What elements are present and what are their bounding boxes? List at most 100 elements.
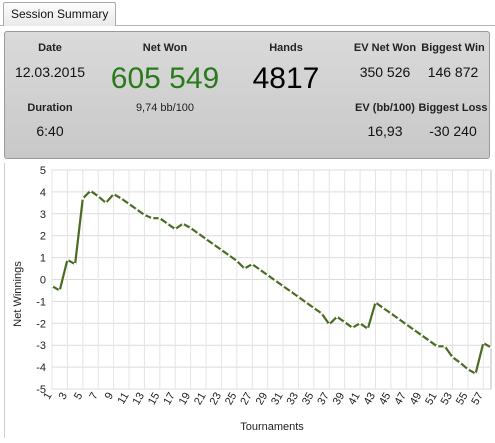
x-tick-label: 15 (146, 391, 163, 408)
x-tick-label: 25 (223, 391, 240, 408)
x-tick-label: 35 (300, 391, 317, 408)
duration-label: Duration (27, 102, 73, 114)
y-tick-label: -5 (36, 384, 46, 396)
data-point (81, 197, 85, 200)
data-point (274, 279, 277, 282)
data-point (220, 248, 223, 252)
x-tick-label: 53 (439, 391, 456, 408)
data-point (96, 194, 100, 198)
date-value: 12.03.2015 (14, 64, 86, 80)
x-tick-label: 13 (131, 391, 148, 408)
y-tick-label: -1 (36, 296, 46, 308)
x-tick-label: 1 (41, 391, 54, 402)
data-point (381, 306, 385, 310)
data-point (404, 323, 408, 326)
data-point (150, 216, 154, 220)
data-point (327, 323, 331, 326)
data-point (143, 213, 146, 217)
x-tick-label: 9 (103, 391, 116, 402)
x-tick-label: 21 (192, 391, 209, 408)
hands-label: Hands (269, 42, 303, 54)
data-point (451, 355, 454, 359)
biggest-loss-label: Biggest Loss (418, 102, 488, 114)
x-axis-label: Tournaments (240, 421, 304, 433)
x-tick-label: 49 (408, 391, 425, 408)
data-point (435, 344, 439, 348)
data-point (250, 262, 254, 266)
ev-bb-value: 16,93 (367, 123, 403, 139)
data-point (189, 226, 192, 230)
data-point (343, 320, 346, 324)
x-tick-label: 41 (346, 391, 363, 408)
data-point (135, 208, 139, 211)
data-point (181, 222, 185, 225)
x-tick-label: 11 (116, 391, 132, 407)
y-tick-label: 5 (40, 165, 46, 177)
biggest-win-value: 146 872 (427, 64, 479, 80)
biggest-win-label: Biggest Win (421, 42, 485, 54)
x-tick-label: 29 (254, 391, 271, 408)
y-axis-label: Net Winnings (12, 261, 24, 327)
data-point (474, 372, 477, 375)
y-tick-label: 1 (40, 253, 46, 265)
data-point (112, 192, 115, 196)
data-point (173, 227, 177, 231)
data-point (351, 326, 354, 329)
data-point (358, 322, 362, 325)
x-tick-label: 45 (377, 391, 394, 408)
y-tick-label: -4 (36, 362, 46, 374)
x-tick-label: 47 (392, 391, 409, 408)
data-point (58, 289, 62, 292)
data-point (127, 202, 131, 206)
y-tick-label: 2 (40, 231, 46, 243)
biggest-loss-value: -30 240 (429, 123, 477, 139)
net-won-label: Net Won (142, 42, 188, 54)
data-point (389, 312, 393, 315)
x-tick-label: 33 (285, 391, 302, 408)
x-tick-label: 55 (454, 391, 471, 408)
data-point (66, 258, 69, 262)
x-tick-label: 23 (208, 391, 225, 408)
data-point (120, 197, 123, 200)
data-point (243, 267, 246, 270)
y-tick-label: 4 (40, 187, 46, 199)
y-tick-label: -3 (36, 340, 46, 352)
y-tick-label: 3 (40, 209, 46, 221)
x-tick-label: 39 (331, 391, 348, 408)
tab-session-summary[interactable]: Session Summary (3, 2, 116, 26)
x-tick-label: 3 (57, 391, 70, 402)
data-point (412, 328, 416, 332)
x-tick-label: 27 (238, 391, 255, 408)
x-tick-label: 19 (177, 391, 194, 408)
data-point (420, 334, 423, 337)
data-point (281, 284, 285, 288)
x-tick-label: 7 (87, 391, 100, 402)
data-point (50, 284, 54, 288)
data-point (158, 216, 162, 220)
tab-strip-line (0, 25, 495, 26)
net-winnings-chart: -5 -4 -3 -2 -1 0 1 2 3 4 5 1 3 5 7 9 11 13 15 17 19 21 23 25 27… (4, 163, 495, 438)
data-point (304, 301, 308, 304)
ev-bb-label: EV (bb/100) (355, 102, 415, 114)
tab-strip-gap (4, 25, 115, 26)
data-point (235, 259, 239, 263)
data-point (212, 243, 216, 246)
data-point (166, 222, 169, 225)
x-tick-label: 31 (269, 391, 286, 408)
y-axis-ticks: -5 -4 -3 -2 -1 0 1 2 3 4 5 (36, 165, 46, 396)
chart-grid (51, 169, 492, 390)
x-tick-label: 51 (423, 391, 440, 408)
data-point (73, 262, 77, 266)
x-tick-label: 17 (161, 391, 178, 408)
series-line (51, 189, 492, 375)
date-label: Date (38, 42, 62, 54)
tab-strip: Session Summary (0, 0, 495, 26)
data-point (366, 327, 370, 331)
x-tick-label: 57 (469, 391, 486, 408)
x-tick-label: 43 (362, 391, 379, 408)
chart-series (50, 189, 493, 375)
data-point (312, 306, 316, 310)
data-point (104, 201, 108, 205)
data-point (374, 301, 377, 304)
hands-value: 4817 (252, 62, 320, 95)
